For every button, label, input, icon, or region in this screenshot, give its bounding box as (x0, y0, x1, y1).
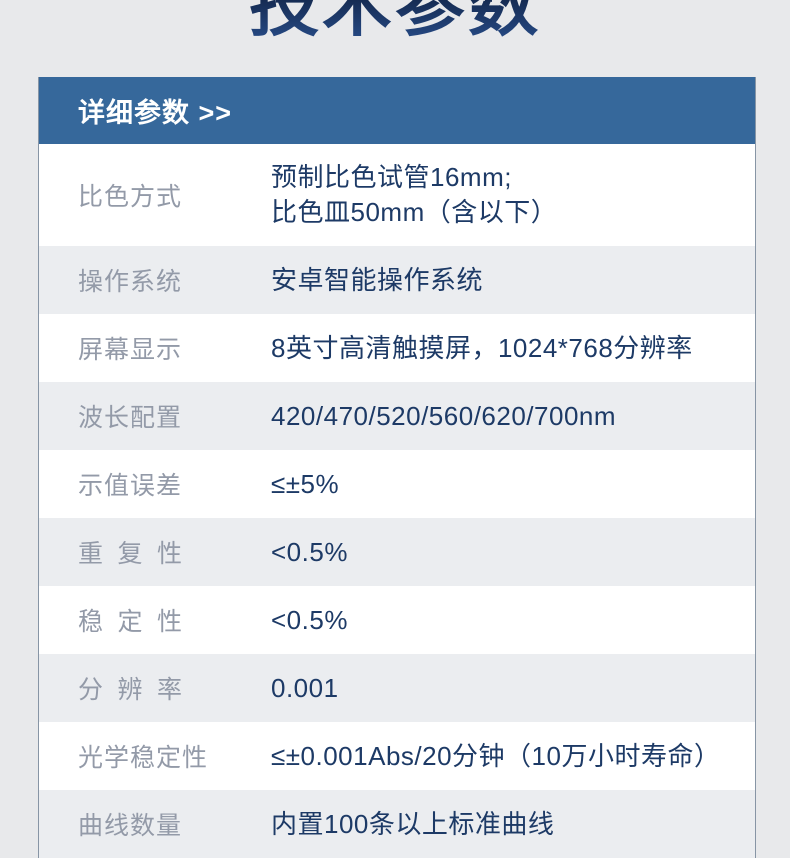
spec-label: 光学稳定性 (78, 744, 209, 772)
spec-value: 安卓智能操作系统 (271, 264, 484, 295)
table-row-stability: 稳 定 性 <0.5% (39, 586, 755, 654)
page-title-clip: 技术参数 (0, 0, 790, 44)
spec-label: 分 辨 率 (78, 676, 184, 704)
detail-params-label: 详细参数 >> (78, 98, 233, 128)
spec-value: ≤±5% (271, 468, 340, 499)
spec-value: 预制比色试管16mm; 比色皿50mm（含以下） (271, 162, 558, 227)
spec-label: 示值误差 (78, 472, 183, 500)
detail-params-banner[interactable]: 详细参数 >> (39, 77, 755, 144)
spec-value: 0.001 (271, 672, 339, 703)
spec-value: ≤±0.001Abs/20分钟（10万小时寿命） (271, 740, 721, 771)
spec-table: 比色方式 预制比色试管16mm; 比色皿50mm（含以下） 操作系统 安卓智能操… (39, 144, 755, 858)
table-row-indication-error: 示值误差 ≤±5% (39, 450, 755, 518)
spec-value: <0.5% (271, 536, 348, 567)
table-row-colorimetric-method: 比色方式 预制比色试管16mm; 比色皿50mm（含以下） (39, 144, 755, 246)
table-row-wavelength-config: 波长配置 420/470/520/560/620/700nm (39, 382, 755, 450)
table-row-operating-system: 操作系统 安卓智能操作系统 (39, 246, 755, 314)
spec-value: 420/470/520/560/620/700nm (271, 400, 617, 431)
table-row-optical-stability: 光学稳定性 ≤±0.001Abs/20分钟（10万小时寿命） (39, 722, 755, 790)
spec-value: 8英寸高清触摸屏，1024*768分辨率 (271, 332, 693, 363)
table-row-repeatability: 重 复 性 <0.5% (39, 518, 755, 586)
spec-label: 屏幕显示 (78, 336, 183, 364)
spec-label: 波长配置 (78, 404, 183, 432)
spec-panel: 详细参数 >> 比色方式 预制比色试管16mm; 比色皿50mm（含以下） 操作… (38, 77, 756, 858)
table-row-curve-count: 曲线数量 内置100条以上标准曲线 (39, 790, 755, 858)
spec-label: 重 复 性 (78, 540, 184, 568)
page-title: 技术参数 (0, 0, 790, 44)
spec-value: 内置100条以上标准曲线 (271, 808, 555, 839)
table-row-resolution: 分 辨 率 0.001 (39, 654, 755, 722)
spec-value: <0.5% (271, 604, 348, 635)
spec-label: 稳 定 性 (78, 608, 184, 636)
spec-label: 曲线数量 (78, 812, 183, 840)
spec-label: 操作系统 (78, 268, 183, 296)
table-row-screen-display: 屏幕显示 8英寸高清触摸屏，1024*768分辨率 (39, 314, 755, 382)
spec-label: 比色方式 (78, 183, 183, 211)
